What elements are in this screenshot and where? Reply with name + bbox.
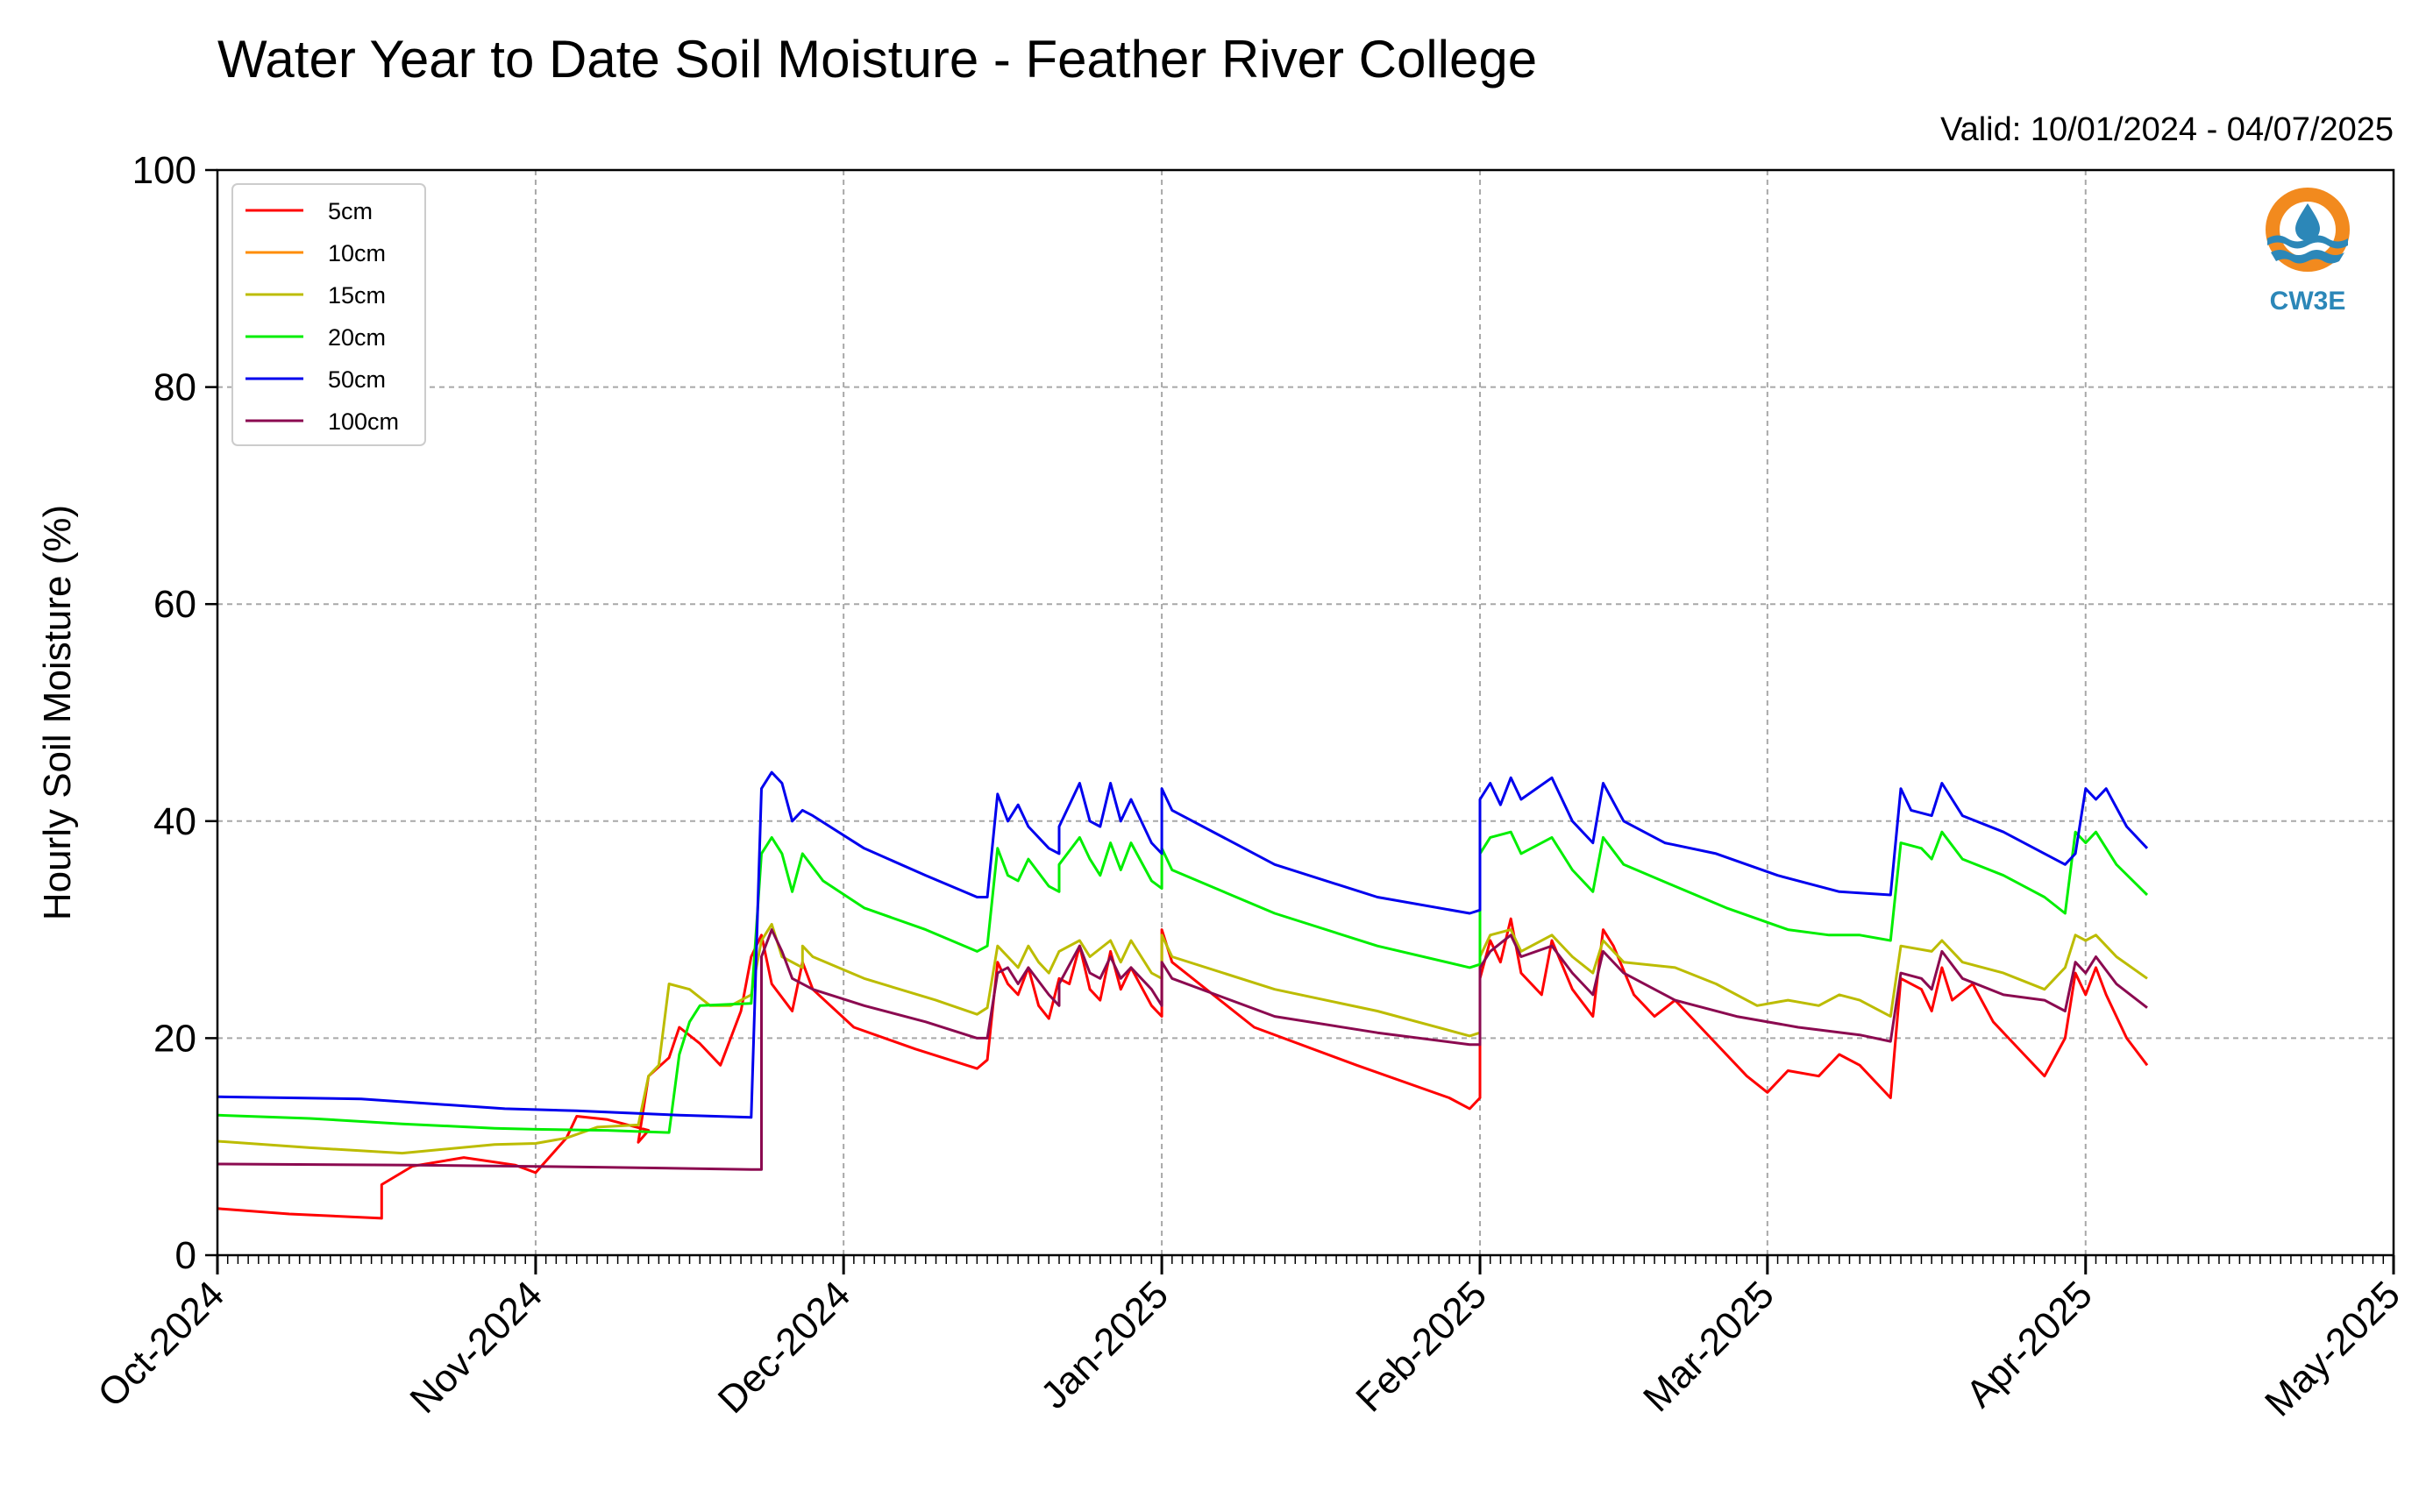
x-tick-label: Nov-2024 <box>402 1273 551 1422</box>
legend: 5cm 10cm 15cm 20cm 50cm 100cm <box>231 183 426 446</box>
x-tick-label: Mar-2025 <box>1635 1273 1782 1420</box>
y-tick-label: 100 <box>132 149 196 192</box>
legend-label-10cm: 10cm <box>328 240 386 266</box>
legend-label-100cm: 100cm <box>328 408 399 435</box>
y-tick-label: 80 <box>153 366 196 409</box>
series-layer <box>217 770 2149 1220</box>
series-line-50cm <box>217 770 2149 1119</box>
series-line-100cm <box>217 928 2148 1171</box>
chart-subtitle: Valid: 10/01/2024 - 04/07/2025 <box>1940 111 2394 148</box>
axis-layer: 0 20 40 60 80 100 Oct-2024 Nov-2024 Dec-2024 Jan-… <box>89 149 2408 1424</box>
x-tick-label: Dec-2024 <box>710 1273 859 1422</box>
y-tick-label: 40 <box>153 800 196 843</box>
x-tick-label: Feb-2025 <box>1348 1273 1495 1420</box>
legend-label-20cm: 20cm <box>328 324 386 351</box>
series-line-20cm <box>217 830 2149 1134</box>
x-tick-label: May-2025 <box>2257 1273 2408 1424</box>
y-tick-label: 0 <box>175 1234 196 1277</box>
y-tick-label: 20 <box>153 1017 196 1060</box>
logo-label: CW3E <box>2270 287 2346 316</box>
x-tick-label: Apr-2025 <box>1958 1273 2101 1416</box>
water-drop-icon <box>2295 203 2320 241</box>
grid-layer <box>217 170 2394 1255</box>
x-tick-label: Oct-2024 <box>89 1273 232 1416</box>
legend-label-15cm: 15cm <box>328 282 386 309</box>
y-tick-label: 60 <box>153 583 196 626</box>
x-tick-label: Jan-2025 <box>1033 1273 1177 1416</box>
y-axis-label: Hourly Soil Moisture (%) <box>36 505 79 920</box>
plot-frame <box>216 168 2395 1257</box>
series-line-5cm <box>217 917 2149 1220</box>
cw3e-logo: CW3E <box>2266 188 2350 316</box>
logo-wave-1 <box>2267 235 2348 249</box>
legend-label-50cm: 50cm <box>328 366 386 393</box>
chart-title: Water Year to Date Soil Moisture - Feath… <box>217 30 1537 89</box>
logo-wave-2 <box>2271 250 2344 264</box>
legend-label-5cm: 5cm <box>328 198 373 224</box>
